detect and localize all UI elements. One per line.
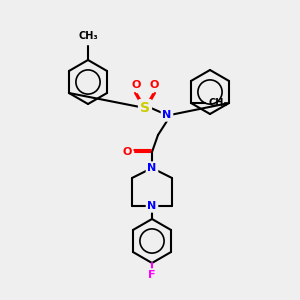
- Text: O: O: [131, 80, 141, 90]
- Text: CH₃: CH₃: [209, 98, 229, 108]
- Text: O: O: [149, 80, 159, 90]
- Text: N: N: [162, 110, 172, 120]
- Text: F: F: [148, 270, 156, 280]
- Text: N: N: [147, 163, 157, 173]
- Text: O: O: [122, 147, 132, 157]
- Text: CH₃: CH₃: [78, 31, 98, 41]
- Text: S: S: [140, 101, 150, 115]
- Text: N: N: [147, 201, 157, 211]
